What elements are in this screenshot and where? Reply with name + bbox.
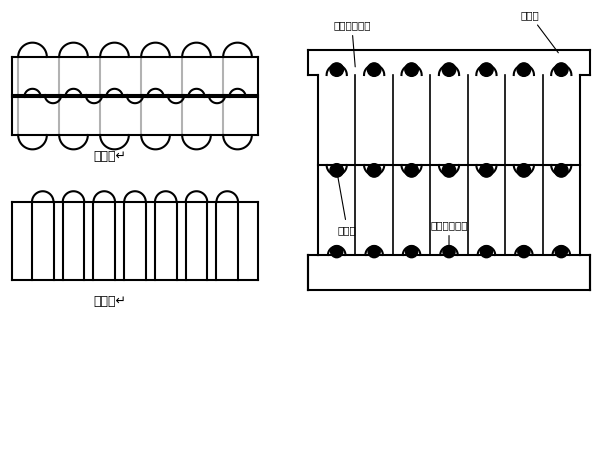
Text: 顶板上层钙筋: 顶板上层钙筋 <box>333 20 371 67</box>
Text: 顶板底层钙筋: 顶板底层钙筋 <box>430 220 468 249</box>
Circle shape <box>555 246 568 258</box>
Circle shape <box>368 246 380 258</box>
Circle shape <box>367 63 381 76</box>
Text: 单齿板↵: 单齿板↵ <box>94 295 127 308</box>
Circle shape <box>330 63 343 76</box>
Circle shape <box>442 63 456 76</box>
Circle shape <box>554 63 568 76</box>
Circle shape <box>442 164 456 177</box>
Circle shape <box>405 63 418 76</box>
Text: 单桔板: 单桔板 <box>521 10 559 53</box>
Circle shape <box>330 164 343 177</box>
Circle shape <box>406 246 418 258</box>
Text: 双齿板↵: 双齿板↵ <box>94 150 127 163</box>
Text: 双桔板: 双桔板 <box>337 173 357 235</box>
Circle shape <box>443 246 455 258</box>
Circle shape <box>517 164 530 177</box>
Circle shape <box>518 246 530 258</box>
Circle shape <box>479 63 493 76</box>
Circle shape <box>405 164 418 177</box>
Circle shape <box>517 63 530 76</box>
Circle shape <box>479 164 493 177</box>
Circle shape <box>554 164 568 177</box>
Circle shape <box>331 246 343 258</box>
Circle shape <box>481 246 493 258</box>
Circle shape <box>367 164 381 177</box>
